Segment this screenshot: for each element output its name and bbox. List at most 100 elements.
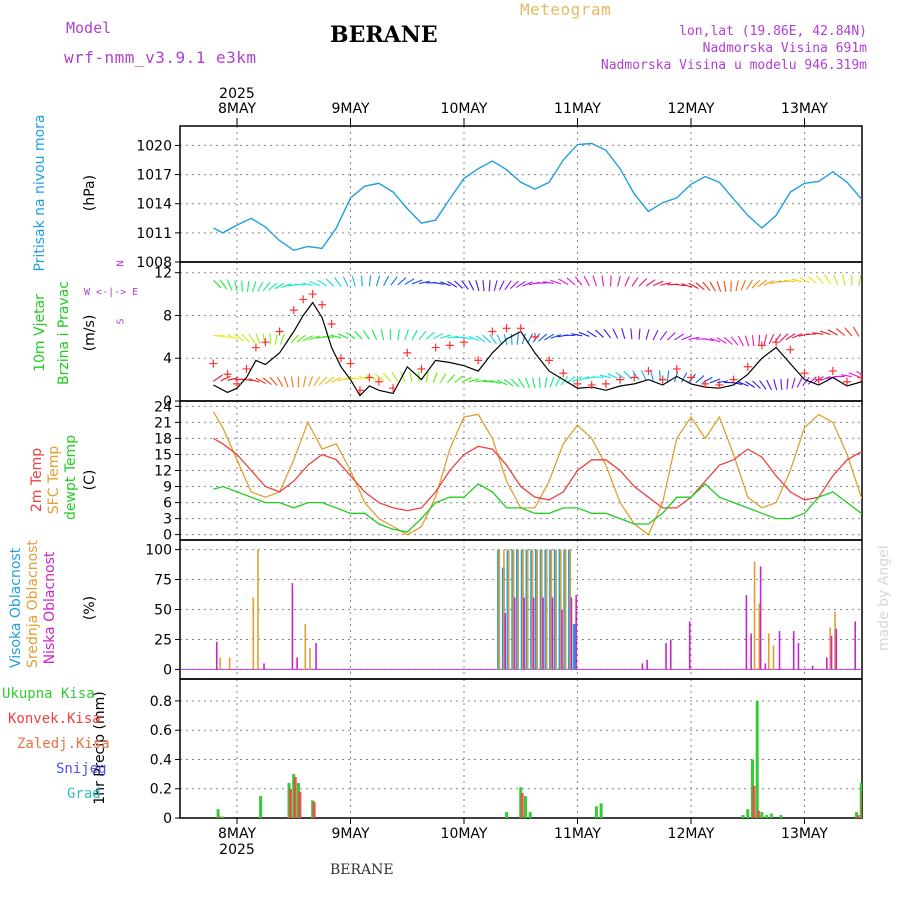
wind-arrow [517, 378, 525, 389]
cloud-low-bar [542, 597, 544, 670]
wind-arrow [835, 328, 846, 336]
wind-gust-marker [715, 380, 724, 389]
wind-arrow [290, 334, 299, 344]
y-tick-label: 1008 [136, 255, 172, 271]
wind-arrow [461, 280, 469, 290]
wind-gust-marker [365, 373, 374, 382]
cloud-low-bar [291, 583, 294, 670]
product-title: Meteogram [520, 0, 612, 19]
cloud-low-bar [778, 631, 781, 670]
cloud-mid-bar [257, 549, 259, 670]
wind-arrow [779, 333, 789, 342]
wind-gust-marker [672, 364, 681, 373]
wind-arrow [723, 280, 727, 292]
wind-arrow [763, 334, 768, 346]
cloud-mid-bar [219, 657, 221, 670]
wind-arrow [603, 328, 612, 339]
cloud-low-bar [854, 621, 856, 670]
wind-arrow [702, 281, 711, 291]
wind-arrow [400, 371, 406, 383]
wind-gust-marker [530, 332, 539, 341]
y-tick-label: 25 [154, 632, 172, 648]
precip-total-bar [505, 812, 509, 818]
wind-arrow [785, 333, 796, 341]
wind-arrow [213, 374, 223, 382]
wind-gust-marker [757, 341, 766, 350]
model-label: Model [66, 19, 112, 37]
wind-arrow [404, 329, 409, 341]
precip-total-bar [746, 809, 750, 818]
wind-arrow [738, 381, 749, 387]
cloud-mid-bar [309, 647, 311, 670]
wind-arrow [351, 275, 356, 287]
wind-arrow [751, 335, 755, 347]
cloud-mid-bar [767, 633, 770, 670]
wind-arrow [447, 374, 456, 384]
wind-arrow [887, 280, 896, 287]
cloud-mid-bar [228, 657, 231, 670]
wind-arrow [865, 370, 873, 377]
cloud-low-bar [504, 613, 507, 670]
wind-arrow [283, 376, 289, 388]
wind-arrow [325, 278, 335, 287]
day-label-top: 13MAY [781, 101, 828, 117]
wind-arrow [257, 281, 264, 292]
cloud-low-bar [561, 609, 563, 670]
wind-arrow [638, 328, 641, 340]
cloud-mid-bar [498, 549, 501, 670]
precip-conv-bar [298, 791, 302, 818]
cloud-low-bar [835, 628, 838, 670]
wind-arrow [380, 329, 385, 341]
wind-arrow [532, 377, 536, 389]
wind-arrow [641, 369, 647, 381]
cloud-low-bar [263, 663, 265, 670]
wind-gust-marker [337, 354, 346, 363]
wind-arrow [607, 373, 618, 379]
cloud-mid-bar [753, 561, 756, 670]
wind-arrow [351, 377, 363, 380]
wind-arrow [882, 369, 887, 379]
wind-arrow [276, 376, 284, 387]
wind-arrow [488, 280, 491, 292]
precip-total-bar [259, 796, 263, 818]
wind-arrow [411, 279, 423, 285]
wind-gust-marker [772, 338, 781, 347]
y-tick-label: 100 [145, 543, 172, 559]
wind-arrow [432, 372, 438, 383]
wind-arrow [776, 280, 788, 283]
wind-arrow [674, 283, 686, 287]
wind-arrow [516, 333, 519, 345]
compass-we: W <-|-> E [84, 287, 139, 298]
wind-arrow [241, 280, 243, 292]
precip-total-bar [599, 803, 603, 818]
wind-arrow [615, 372, 626, 380]
wind-arrow [390, 276, 398, 286]
station-title: BERANE [330, 22, 438, 48]
wind-arrow [330, 334, 342, 339]
wind-gust-marker [814, 375, 823, 384]
y-tick-label: 24 [154, 399, 172, 415]
wind-arrow [586, 330, 597, 338]
cloud-high-bar [572, 623, 576, 670]
cloud-low-bar [759, 566, 762, 670]
cloud-mid-bar [507, 549, 510, 670]
wind-arrow [220, 334, 232, 339]
wind-gust-marker [786, 345, 795, 354]
wind-arrow [227, 334, 238, 340]
cloud-low-bar [575, 595, 577, 670]
wind-arrow [791, 278, 803, 283]
cloud-mid-bar [564, 549, 567, 670]
wind-arrow [624, 276, 630, 287]
wind-gust-marker [573, 379, 582, 388]
cloud-low-bar [641, 663, 644, 670]
wind-arrow [861, 326, 862, 328]
wind-arrow [447, 335, 459, 339]
cloud-low-bar [792, 631, 795, 670]
wind-arrow [824, 274, 831, 285]
y-tick-label: 12 [154, 464, 172, 480]
precip-conv-bar [856, 815, 860, 818]
wind-gust-marker [299, 295, 308, 304]
wind-arrow [688, 373, 696, 383]
wind-gust-marker [318, 300, 327, 309]
legend-snow: Snijeg [56, 761, 107, 777]
